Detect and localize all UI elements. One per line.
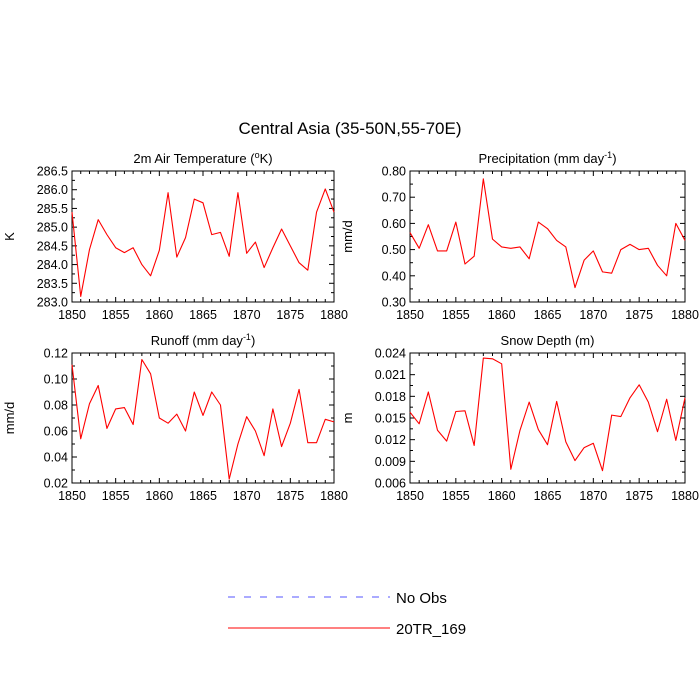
x-tick-label: 1850 [396, 489, 424, 503]
panel-title-air-temperature: 2m Air Temperature (oK) [133, 150, 272, 166]
panel-precipitation: Precipitation (mm day-1) 0.30 0.40 0.50 0.60… [340, 150, 699, 322]
y-tick-label: 0.30 [382, 296, 406, 310]
x-tick-label: 1870 [579, 308, 607, 322]
y-tick-label: 0.12 [44, 347, 68, 361]
y-tick-label: 0.08 [44, 399, 68, 413]
y-tick-label: 284.5 [37, 239, 68, 253]
y-tick-label: 0.018 [375, 390, 406, 404]
x-tick-label: 1880 [671, 489, 699, 503]
y-axis-label-air-temperature: K [2, 232, 17, 241]
x-tick-label: 1875 [625, 489, 653, 503]
legend-label-obs: No Obs [396, 590, 447, 607]
x-tick-label: 1850 [396, 308, 424, 322]
panel-title-tail: ) [612, 151, 616, 166]
y-tick-label: 0.60 [382, 217, 406, 231]
x-tick-label: 1880 [320, 489, 348, 503]
panel-snow-depth: Snow Depth (m) 0.006 0.009 0.012 0.015 0.018 0… [340, 333, 699, 503]
y-tick-label: 0.10 [44, 373, 68, 387]
plot-frame-snow-depth [409, 352, 686, 484]
y-tick-label: 0.04 [44, 451, 68, 465]
y-tick-label: 285.0 [37, 221, 68, 235]
figure-title: Central Asia (35-50N,55-70E) [238, 119, 461, 138]
plot-frame-air-temperature [71, 170, 335, 303]
y-tick-label: 0.012 [375, 433, 406, 447]
x-tick-label: 1860 [488, 489, 516, 503]
panel-title-superscript: -1 [604, 150, 612, 160]
x-tick-label: 1850 [58, 308, 86, 322]
y-axis-label-runoff: mm/d [2, 402, 17, 435]
y-tick-label: 0.70 [382, 191, 406, 205]
y-tick-label: 283.5 [37, 277, 68, 291]
y-tick-label: 0.021 [375, 368, 406, 382]
series-line-air-temperature [71, 188, 335, 297]
x-tick-label: 1875 [276, 308, 304, 322]
y-tick-label: 0.024 [375, 347, 406, 361]
y-tick-label: 0.06 [44, 425, 68, 439]
panel-title-tail: ) [251, 333, 255, 348]
panel-title-text: Precipitation (mm day [478, 151, 604, 166]
y-tick-label: 0.009 [375, 455, 406, 469]
y-tick-label: 286.5 [37, 165, 68, 179]
panel-title-snow-depth: Snow Depth (m) [501, 333, 595, 348]
y-axis-label-snow-depth: m [340, 413, 355, 424]
y-tick-label: 285.5 [37, 202, 68, 216]
x-tick-label: 1855 [442, 489, 470, 503]
series-line-snow-depth [409, 357, 686, 472]
x-tick-label: 1875 [625, 308, 653, 322]
y-tick-label: 0.02 [44, 477, 68, 491]
x-tick-label: 1880 [320, 308, 348, 322]
x-tick-label: 1865 [534, 308, 562, 322]
x-tick-label: 1860 [145, 489, 173, 503]
x-tick-label: 1870 [579, 489, 607, 503]
y-tick-label: 0.40 [382, 269, 406, 283]
panel-title-tail: K) [260, 151, 273, 166]
x-tick-label: 1870 [233, 308, 261, 322]
x-tick-label: 1870 [233, 489, 261, 503]
x-tick-label: 1860 [488, 308, 516, 322]
panel-title-precipitation: Precipitation (mm day-1) [478, 150, 616, 166]
legend: No Obs 20TR_169 [228, 590, 466, 638]
x-tick-label: 1855 [102, 489, 130, 503]
panel-title-text: 2m Air Temperature ( [133, 151, 255, 166]
x-tick-label: 1855 [102, 308, 130, 322]
panel-runoff: Runoff (mm day-1) 0.02 0.04 0.06 0.08 0.10 0.1… [2, 332, 348, 503]
y-tick-label: 283.0 [37, 296, 68, 310]
x-tick-label: 1875 [276, 489, 304, 503]
y-tick-label: 284.0 [37, 258, 68, 272]
series-line-precipitation [409, 178, 686, 289]
panel-title-text: Snow Depth (m) [501, 333, 595, 348]
y-tick-label: 0.015 [375, 412, 406, 426]
x-tick-label: 1850 [58, 489, 86, 503]
y-tick-label: 0.50 [382, 243, 406, 257]
x-tick-label: 1865 [189, 489, 217, 503]
panel-title-superscript: o [255, 150, 260, 160]
y-tick-label: 0.006 [375, 477, 406, 491]
panel-title-superscript: -1 [243, 332, 251, 342]
x-tick-label: 1865 [189, 308, 217, 322]
panel-air-temperature: 2m Air Temperature (oK) 283.0 283.5 284.0 28… [2, 150, 348, 322]
y-tick-label: 0.80 [382, 165, 406, 179]
legend-label-model: 20TR_169 [396, 621, 466, 638]
panel-title-text: Runoff (mm day [151, 333, 244, 348]
x-tick-label: 1865 [534, 489, 562, 503]
y-axis-label-precipitation: mm/d [340, 220, 355, 253]
panels: 2m Air Temperature (oK)283.0283.5284.028… [2, 150, 699, 503]
x-tick-label: 1860 [145, 308, 173, 322]
series-line-runoff [71, 358, 335, 480]
y-tick-label: 286.0 [37, 183, 68, 197]
x-tick-label: 1880 [671, 308, 699, 322]
x-tick-label: 1855 [442, 308, 470, 322]
panel-title-runoff: Runoff (mm day-1) [151, 332, 256, 348]
